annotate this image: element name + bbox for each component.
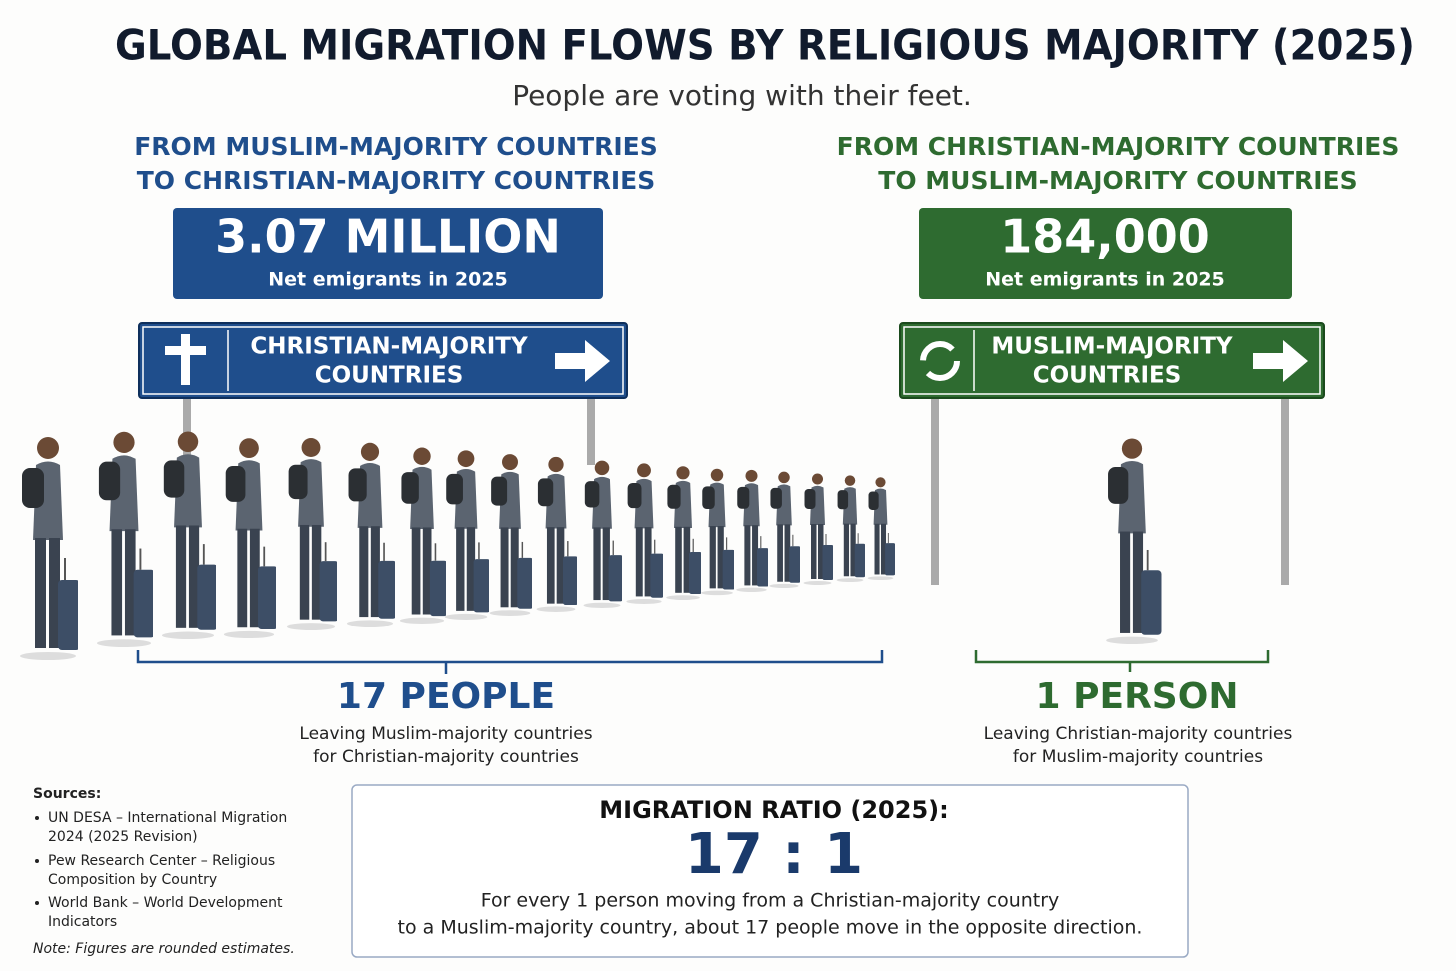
ratio-value: 17 : 1 — [685, 822, 863, 887]
figure: 3.07 MILLION — [215, 210, 561, 264]
count-caption: for Christian-majority countries — [313, 747, 579, 767]
sign — [138, 322, 628, 399]
sign-border — [142, 326, 624, 395]
person — [1105, 437, 1163, 644]
count-caption: for Muslim-majority countries — [1013, 747, 1263, 767]
ratio-text: For every 1 person moving from a Christi… — [481, 890, 1060, 912]
cycle-icon — [920, 341, 960, 381]
source-item: UN DESA – International Migration — [48, 810, 287, 826]
sign-text: COUNTRIES — [315, 363, 464, 389]
source-item: Indicators — [48, 914, 117, 930]
source-item: Pew Research Center – Religious — [48, 853, 275, 869]
source-item: Composition by Country — [48, 872, 217, 888]
sources-list: UN DESA – International Migration 2024 (… — [35, 810, 287, 930]
ratio-box — [351, 784, 1189, 958]
ratio-title: MIGRATION RATIO (2025): — [599, 796, 948, 824]
sign-text: COUNTRIES — [1033, 363, 1182, 389]
ratio-text: to a Muslim-majority country, about 17 p… — [398, 917, 1143, 939]
sources-title: Sources: — [33, 786, 101, 802]
arrow-icon — [555, 340, 610, 382]
panel-heading: TO CHRISTIAN-MAJORITY COUNTRIES — [137, 166, 656, 195]
count-caption: Leaving Muslim-majority countries — [299, 724, 592, 744]
sign-post — [931, 395, 939, 585]
figure-caption: Net emigrants in 2025 — [268, 269, 508, 291]
source-item: 2024 (2025 Revision) — [48, 829, 198, 845]
crowd — [19, 430, 895, 660]
subtitle: People are voting with their feet. — [512, 79, 972, 112]
sign-text: MUSLIM-MAJORITY — [991, 334, 1233, 360]
sign-text: CHRISTIAN-MAJORITY — [250, 334, 528, 360]
figure-box — [173, 208, 603, 299]
figure: 184,000 — [1000, 210, 1210, 264]
count: 1 PERSON — [1036, 676, 1239, 717]
source-item: World Bank – World Development — [48, 895, 283, 911]
panel-heading: TO MUSLIM-MAJORITY COUNTRIES — [878, 166, 1357, 195]
figure-box — [919, 208, 1292, 299]
cross-icon — [165, 334, 206, 385]
sign-post — [587, 395, 595, 465]
sign-post — [1281, 395, 1289, 585]
sign-border — [903, 326, 1321, 395]
bracket — [974, 650, 1270, 672]
note: Note: Figures are rounded estimates. — [33, 941, 295, 957]
panel-heading: FROM MUSLIM-MAJORITY COUNTRIES — [134, 132, 658, 161]
sign — [899, 322, 1325, 399]
sign-post — [183, 395, 191, 465]
title: GLOBAL MIGRATION FLOWS BY RELIGIOUS MAJO… — [115, 21, 1415, 70]
count-caption: Leaving Christian-majority countries — [984, 724, 1293, 744]
bracket — [136, 650, 884, 674]
figure-caption: Net emigrants in 2025 — [985, 269, 1225, 291]
panel-heading: FROM CHRISTIAN-MAJORITY COUNTRIES — [837, 132, 1400, 161]
count: 17 PEOPLE — [337, 676, 555, 717]
arrow-icon — [1253, 340, 1308, 382]
